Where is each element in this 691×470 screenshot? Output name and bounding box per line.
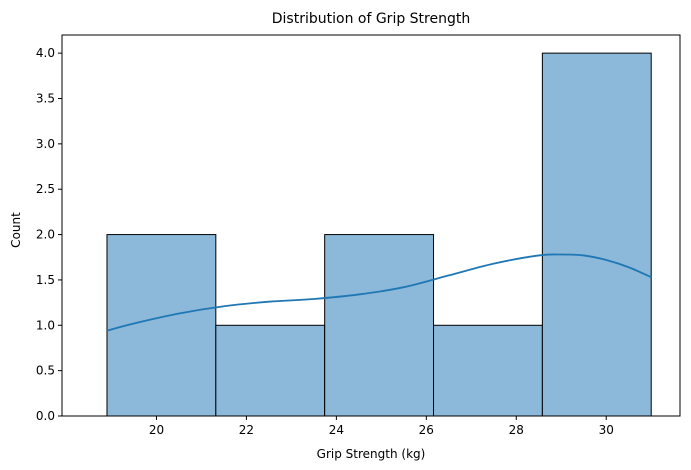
x-tick-label: 20 bbox=[149, 423, 164, 437]
y-tick-label: 1.0 bbox=[36, 318, 55, 332]
histogram-bar bbox=[215, 324, 326, 417]
x-tick-label: 28 bbox=[509, 423, 524, 437]
y-axis-title: Count bbox=[9, 212, 23, 248]
kde-line bbox=[106, 253, 652, 332]
x-tick-label: 22 bbox=[239, 423, 254, 437]
kde-layer bbox=[106, 253, 652, 332]
ticks-layer: 20 22 24 26 28 30 0.0 0.5 1.0 1.5 2.0 2.5 3.0 3.5 4.0 bbox=[36, 46, 614, 437]
y-tick-label: 0.5 bbox=[36, 364, 55, 378]
y-tick-label: 0.0 bbox=[36, 409, 55, 423]
bars-layer bbox=[106, 52, 652, 417]
plot-frame bbox=[61, 34, 681, 417]
x-tick-label: 24 bbox=[329, 423, 344, 437]
y-tick-label: 3.0 bbox=[36, 137, 55, 151]
histogram-bar bbox=[324, 234, 435, 417]
histogram-bar bbox=[541, 52, 652, 417]
x-tick-label: 26 bbox=[419, 423, 434, 437]
y-tick-label: 4.0 bbox=[36, 46, 55, 60]
axes-layer bbox=[61, 34, 681, 417]
chart-title: Distribution of Grip Strength bbox=[272, 11, 470, 27]
y-tick-label: 1.5 bbox=[36, 273, 55, 287]
y-tick-label: 2.5 bbox=[36, 182, 55, 196]
x-axis-title: Grip Strength (kg) bbox=[317, 447, 426, 461]
histogram-bar bbox=[433, 324, 543, 417]
y-tick-label: 2.0 bbox=[36, 228, 55, 242]
y-tick-label: 3.5 bbox=[36, 92, 55, 106]
x-tick-label: 30 bbox=[599, 423, 614, 437]
